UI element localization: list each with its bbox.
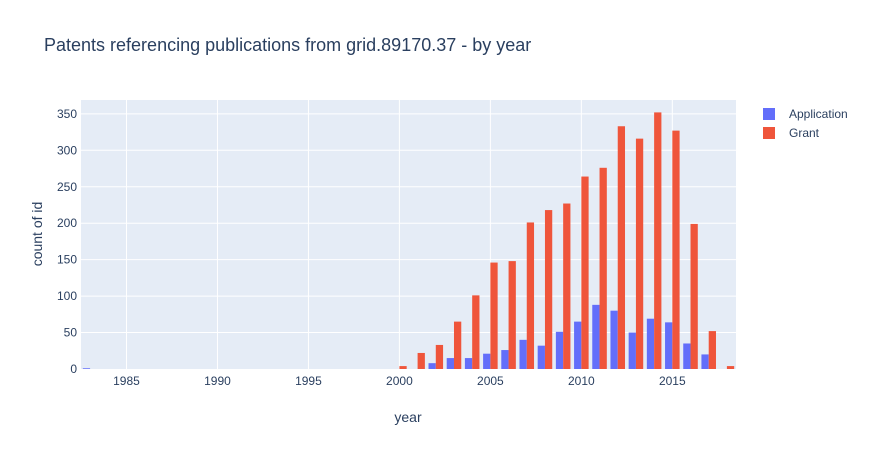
y-tick-label: 0 — [70, 362, 77, 376]
legend[interactable]: Application Grant — [763, 107, 848, 140]
legend-item-label[interactable]: Grant — [789, 126, 820, 140]
x-axis-ticks: 1985 1990 1995 2000 2005 2010 2015 — [113, 374, 686, 388]
x-tick-label: 2010 — [568, 374, 595, 388]
bar-grant[interactable] — [454, 322, 461, 369]
bar-application[interactable] — [447, 358, 454, 369]
bar-application[interactable] — [465, 358, 472, 369]
bar-application[interactable] — [83, 368, 90, 369]
bar-application[interactable] — [647, 319, 654, 369]
bar-application[interactable] — [483, 354, 490, 369]
y-tick-label: 250 — [57, 180, 77, 194]
bar-application[interactable] — [429, 363, 436, 369]
bar-grant[interactable] — [691, 224, 698, 369]
bar-grant[interactable] — [527, 222, 534, 369]
y-tick-label: 300 — [57, 143, 77, 157]
bar-grant[interactable] — [399, 366, 406, 369]
bar-application[interactable] — [519, 340, 526, 369]
bar-application[interactable] — [683, 343, 690, 369]
x-tick-label: 2015 — [659, 374, 686, 388]
legend-swatch[interactable] — [763, 127, 775, 139]
bar-grant[interactable] — [709, 331, 716, 369]
bar-application[interactable] — [665, 322, 672, 369]
bar-application[interactable] — [556, 332, 563, 369]
y-tick-label: 100 — [57, 289, 77, 303]
x-tick-label: 1985 — [113, 374, 140, 388]
chart-title: Patents referencing publications from gr… — [44, 35, 531, 55]
bar-grant[interactable] — [563, 204, 570, 369]
bar-grant[interactable] — [672, 131, 679, 369]
bar-application[interactable] — [538, 346, 545, 369]
bar-grant[interactable] — [472, 295, 479, 369]
x-tick-label: 1990 — [204, 374, 231, 388]
bar-grant[interactable] — [581, 177, 588, 369]
bar-application[interactable] — [501, 350, 508, 369]
bar-application[interactable] — [610, 311, 617, 369]
bar-grant[interactable] — [654, 112, 661, 369]
bar-grant[interactable] — [509, 261, 516, 369]
x-tick-label: 1995 — [295, 374, 322, 388]
bar-grant[interactable] — [418, 353, 425, 369]
x-tick-label: 2005 — [477, 374, 504, 388]
legend-item-label[interactable]: Application — [789, 107, 848, 121]
bar-grant[interactable] — [636, 139, 643, 369]
y-tick-label: 50 — [64, 326, 78, 340]
bar-grant[interactable] — [436, 345, 443, 369]
bar-application[interactable] — [701, 354, 708, 369]
bar-grant[interactable] — [490, 263, 497, 369]
y-tick-label: 200 — [57, 216, 77, 230]
bar-application[interactable] — [629, 333, 636, 369]
y-axis-label: count of id — [29, 202, 45, 267]
bar-grant[interactable] — [727, 366, 734, 369]
bar-grant[interactable] — [545, 210, 552, 369]
y-tick-label: 350 — [57, 107, 77, 121]
x-tick-label: 2000 — [386, 374, 413, 388]
legend-swatch[interactable] — [763, 108, 775, 120]
y-tick-label: 150 — [57, 253, 77, 267]
bar-grant[interactable] — [600, 168, 607, 369]
x-axis-label: year — [394, 409, 422, 425]
bar-grant[interactable] — [618, 126, 625, 369]
y-axis-ticks: 0 50 100 150 200 250 300 350 — [57, 107, 77, 376]
bar-application[interactable] — [574, 322, 581, 369]
bar-application[interactable] — [592, 305, 599, 369]
